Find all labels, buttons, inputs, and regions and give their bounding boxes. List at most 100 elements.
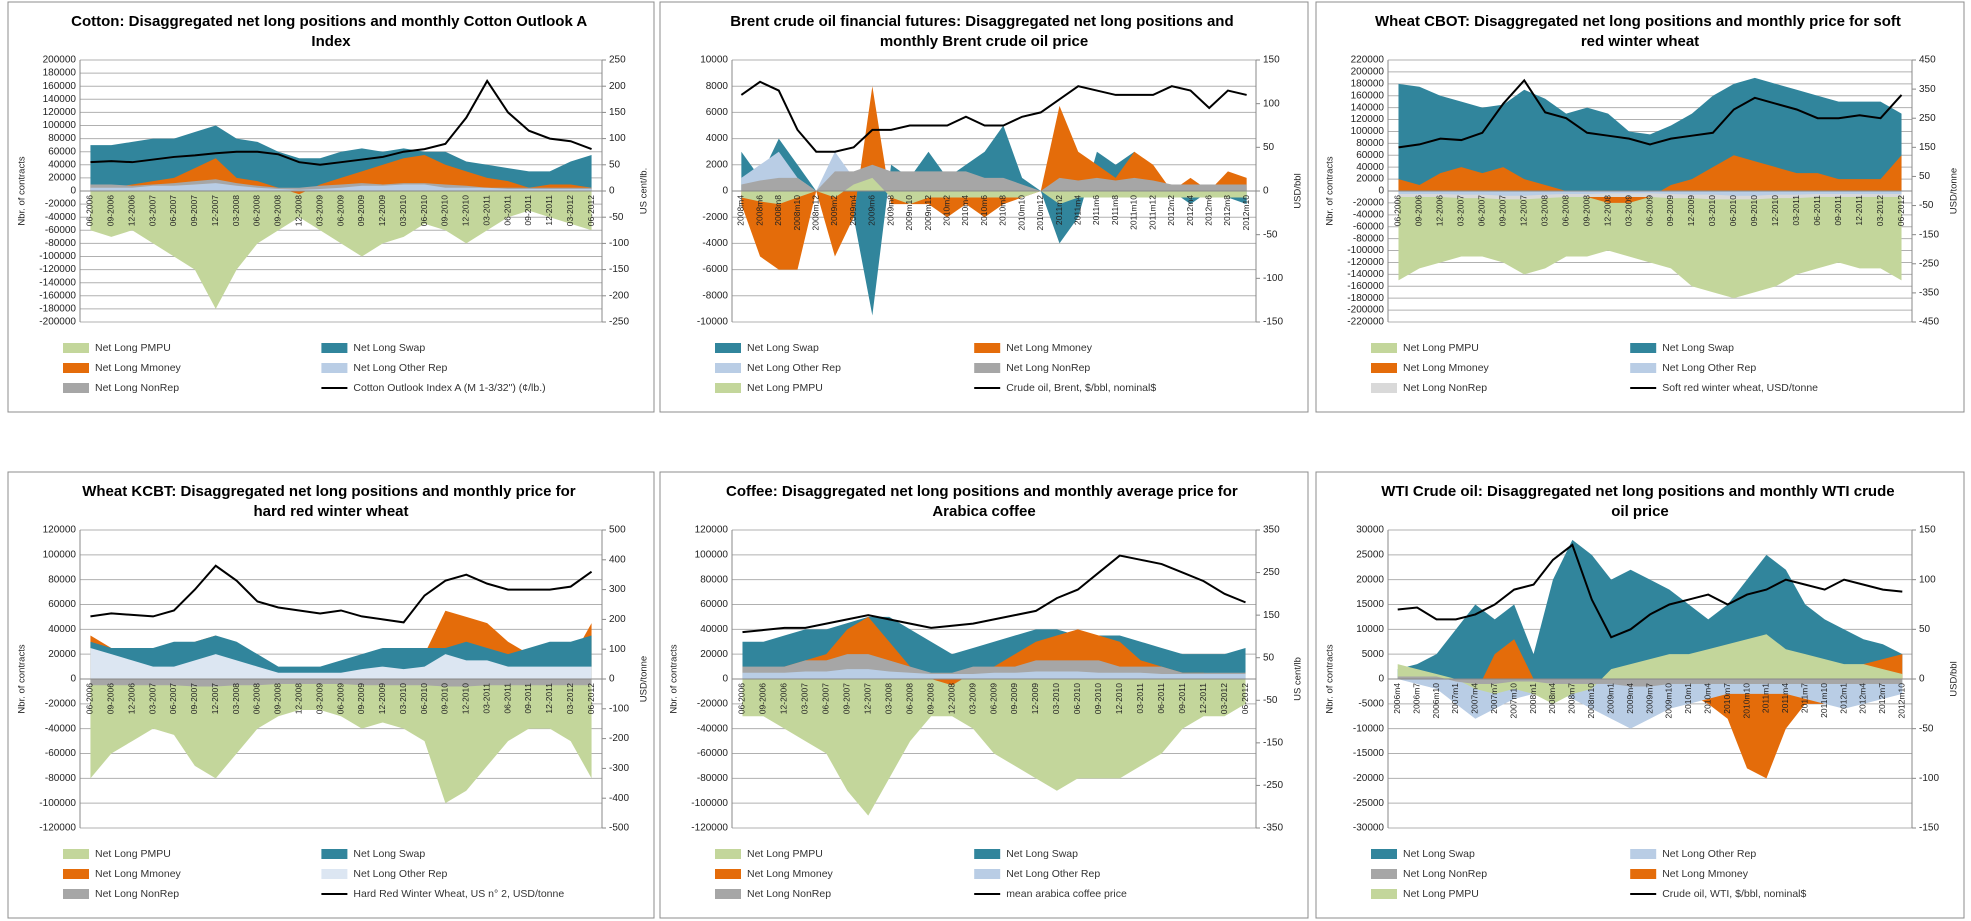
y-tick-label: -10000	[1353, 723, 1385, 734]
x-tick-label: 09-2007	[842, 683, 852, 714]
legend-swatch	[715, 343, 741, 353]
area-series	[1398, 191, 1902, 196]
x-tick-label: 03-2008	[1539, 195, 1549, 226]
y-tick-label: 140000	[1351, 102, 1385, 113]
x-tick-label: 03-2007	[147, 683, 157, 714]
x-tick-label: 06-2009	[1644, 195, 1654, 226]
x-tick-label: 09-2007	[1498, 195, 1508, 226]
y-tick-label: -120000	[39, 264, 76, 275]
x-tick-label: 2010m10	[1016, 195, 1026, 231]
x-tick-label: 2011m2	[1054, 195, 1064, 225]
legend-swatch	[1371, 363, 1397, 373]
x-tick-label: 06-2010	[1072, 683, 1082, 714]
x-tick-label: 12-2006	[779, 683, 789, 714]
chart-title: Brent crude oil financial futures: Disag…	[730, 13, 1238, 50]
y2-tick-label: 0	[1919, 674, 1925, 685]
x-tick-label: 09-2007	[189, 683, 199, 714]
x-tick-label: 2012m4	[1185, 195, 1195, 226]
y2-tick-label: -50	[1919, 200, 1934, 211]
legend-swatch	[321, 849, 348, 859]
legend-swatch	[63, 383, 89, 393]
legend-swatch	[974, 363, 1001, 373]
x-tick-label: 2007m1	[1450, 683, 1460, 714]
legend-swatch	[321, 363, 348, 373]
x-tick-label: 12-2011	[1198, 683, 1208, 714]
y2-tick-label: -250	[609, 317, 629, 328]
y-tick-label: 20000	[1356, 174, 1384, 185]
y2-tick-label: -50	[1263, 695, 1278, 706]
x-tick-label: 12-2009	[1030, 683, 1040, 714]
x-tick-label: 09-2008	[273, 683, 283, 714]
legend-label: Net Long Swap	[1662, 342, 1734, 354]
y2-axis-label: USD/bbl	[1949, 661, 1960, 696]
x-tick-label: 09-2008	[273, 195, 283, 226]
y-tick-label: -15000	[1353, 748, 1385, 759]
x-tick-label: 06-2012	[586, 683, 596, 714]
y2-tick-label: 50	[1263, 142, 1275, 153]
legend-label: Net Long Other Rep	[353, 868, 447, 880]
y-tick-label: -20000	[1353, 773, 1385, 784]
x-tick-label: 2010m7	[1722, 683, 1732, 714]
area-series	[90, 191, 592, 309]
y-tick-label: 10000	[700, 55, 728, 66]
y-tick-label: -140000	[39, 277, 76, 288]
x-tick-label: 06-2010	[419, 195, 429, 226]
y-tick-label: 60000	[48, 599, 76, 610]
x-tick-label: 2009m4	[1625, 683, 1635, 714]
y-tick-label: -40000	[45, 723, 77, 734]
y-tick-label: -60000	[45, 225, 77, 236]
y-tick-label: -160000	[1347, 281, 1384, 292]
chart-panel: Cotton: Disaggregated net long positions…	[7, 1, 655, 413]
y-tick-label: -180000	[39, 304, 76, 315]
y-tick-label: -180000	[1347, 293, 1384, 304]
area-series	[90, 183, 592, 191]
x-tick-label: 2007m7	[1489, 683, 1499, 714]
y-axis-label: Nbr. of contracts	[17, 156, 28, 225]
legend-swatch	[974, 849, 1001, 859]
y2-tick-label: -100	[609, 703, 629, 714]
y-axis-label: Nbr. of contracts	[1325, 156, 1336, 225]
chart-panel: Wheat KCBT: Disaggregated net long posit…	[7, 471, 655, 919]
x-tick-label: 12-2010	[1770, 195, 1780, 226]
y2-tick-label: 250	[609, 55, 626, 66]
y-tick-label: 0	[1378, 186, 1384, 197]
y2-tick-label: -150	[1263, 737, 1283, 748]
area-series	[90, 647, 592, 679]
y-tick-label: 20000	[48, 173, 76, 184]
y2-tick-label: -100	[1919, 773, 1939, 784]
chart-panel: Brent crude oil financial futures: Disag…	[659, 1, 1309, 413]
legend-label: Net Long Other Rep	[1006, 868, 1100, 880]
y-tick-label: 100000	[43, 549, 77, 560]
legend-swatch	[321, 343, 348, 353]
legend-label: Net Long PMPU	[1403, 342, 1479, 354]
y2-tick-label: 150	[609, 107, 626, 118]
y2-tick-label: -500	[609, 823, 629, 834]
x-tick-label: 09-2011	[523, 195, 533, 226]
x-tick-label: 2011m12	[1147, 195, 1157, 230]
x-tick-label: 03-2009	[967, 683, 977, 714]
y2-tick-label: 200	[609, 614, 626, 625]
y2-tick-label: 150	[1263, 55, 1280, 66]
y-tick-label: -25000	[1353, 798, 1385, 809]
chart-panel: Wheat CBOT: Disaggregated net long posit…	[1315, 1, 1965, 413]
legend-label: Net Long NonRep	[95, 382, 179, 394]
y-tick-label: 0	[70, 674, 76, 685]
y-tick-label: -20000	[1353, 198, 1385, 209]
x-tick-label: 06-2011	[1156, 683, 1166, 714]
x-tick-label: 09-2011	[1177, 683, 1187, 714]
y2-tick-label: -350	[1263, 823, 1283, 834]
legend-label: Net Long Other Rep	[1662, 362, 1756, 374]
legend-swatch	[1371, 849, 1397, 859]
x-tick-label: 06-2006	[1393, 195, 1403, 226]
y-tick-label: 180000	[43, 68, 77, 79]
y-tick-label: -30000	[1353, 823, 1385, 834]
legend-label: Net Long Mmoney	[747, 868, 834, 880]
y-tick-label: 80000	[700, 574, 728, 585]
area-series	[1397, 634, 1903, 704]
line-series	[90, 79, 592, 166]
x-tick-label: 2010m2	[941, 195, 951, 226]
x-tick-label: 09-2010	[1749, 195, 1759, 226]
x-tick-label: 2011m8	[1110, 195, 1120, 225]
y2-tick-label: 150	[1919, 142, 1936, 153]
x-tick-label: 2009m10	[1664, 683, 1674, 719]
